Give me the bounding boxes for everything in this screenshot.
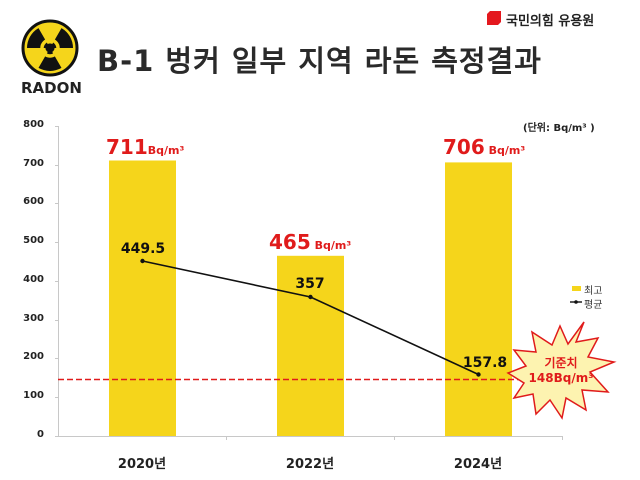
x-label-2020: 2020년 (117, 457, 167, 472)
avg-label-2020: 449.5 (120, 241, 166, 257)
bar-2024 (445, 162, 512, 436)
y-tick: 0 (37, 429, 44, 440)
page-title: B-1 벙커 일부 지역 라돈 측정결과 (97, 44, 542, 78)
bar-2020 (109, 160, 176, 436)
y-tick: 500 (23, 235, 44, 246)
max-unit: Bq/m³ (147, 144, 185, 157)
party-logo-icon (487, 11, 501, 25)
y-tick: 400 (23, 274, 44, 285)
y-tick: 100 (23, 390, 44, 401)
brand-name: 국민의힘 유용원 (506, 14, 595, 29)
y-tick: 600 (23, 196, 44, 207)
y-tick: 800 (23, 119, 44, 130)
max-value: 465 (269, 230, 311, 254)
max-label-2020: 711Bq/m³ (106, 135, 184, 159)
x-label-2022: 2022년 (285, 457, 335, 472)
avg-label-2024: 157.8 (462, 355, 508, 371)
threshold-callout-line2: 148Bq/m³ (528, 371, 594, 385)
max-unit: Bq/m³ (310, 239, 352, 252)
y-tick: 700 (23, 158, 44, 169)
logo-label: RADON (21, 79, 82, 97)
threshold-callout-text: 기준치 148Bq/m³ (516, 356, 606, 386)
max-value: 706 (443, 135, 485, 159)
threshold-callout-star (506, 321, 617, 420)
threshold-callout-line1: 기준치 (544, 356, 578, 370)
avg-label-2022: 357 (295, 276, 325, 292)
bar-2022 (277, 255, 344, 436)
y-tick: 300 (23, 313, 44, 324)
x-label-2024: 2024년 (453, 457, 503, 472)
max-unit: Bq/m³ (484, 144, 526, 157)
radiation-icon (21, 19, 79, 77)
y-tick: 200 (23, 351, 44, 362)
legend-avg: 평균 (584, 300, 603, 311)
legend-bar-swatch (572, 286, 581, 291)
legend-max: 최고 (584, 286, 603, 297)
unit-note: (단위: Bq/m³ ) (523, 123, 595, 134)
radon-logo: RADON (17, 17, 82, 97)
max-label-2022: 465 Bq/m³ (269, 230, 351, 254)
max-label-2024: 706 Bq/m³ (443, 135, 525, 159)
max-value: 711 (106, 135, 148, 159)
